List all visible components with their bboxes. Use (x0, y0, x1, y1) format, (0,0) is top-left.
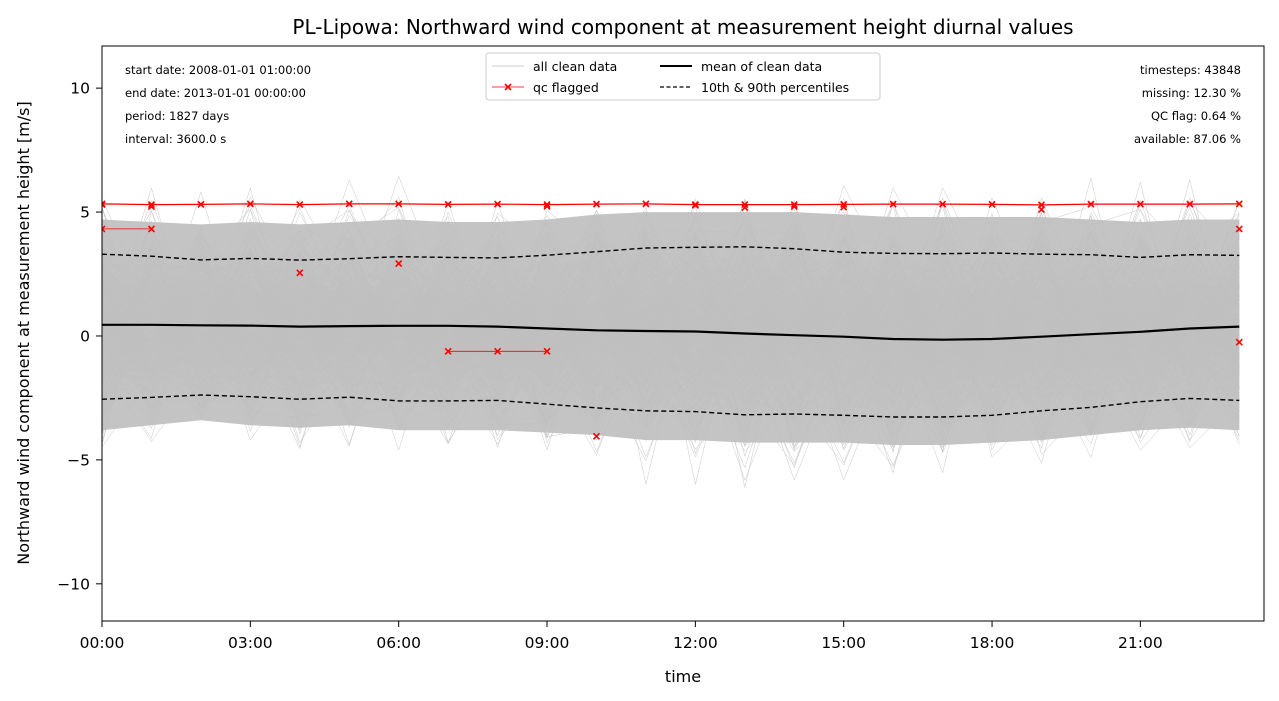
qc-marker (1235, 200, 1243, 208)
qc-marker (691, 201, 699, 209)
qc-marker (494, 347, 502, 355)
chart-title: PL-Lipowa: Northward wind component at m… (292, 15, 1073, 39)
y-axis-label: Northward wind component at measurement … (14, 101, 33, 564)
clean-data-core (102, 212, 1240, 445)
qc-top-line (102, 203, 1240, 206)
qc-marker (147, 225, 156, 233)
legend-label-clean: all clean data (533, 59, 617, 74)
qc-marker (988, 200, 996, 208)
y-axis: 10 5 0 −5 −10 (57, 80, 102, 593)
qc-marker (296, 269, 304, 277)
x-tick-label: 03:00 (228, 634, 273, 652)
qc-flagged-group (102, 200, 1243, 440)
y-tick-label: 0 (80, 327, 90, 345)
qc-marker (543, 201, 551, 209)
qc-marker (1235, 225, 1243, 233)
info-timesteps: timesteps: 43848 (1140, 63, 1241, 77)
qc-marker (1087, 200, 1095, 208)
qc-marker (1136, 200, 1144, 208)
y-tick-label: −5 (67, 451, 90, 469)
qc-marker (1037, 206, 1046, 214)
x-tick-label: 21:00 (1118, 634, 1163, 652)
qc-marker (395, 200, 403, 208)
legend-label-percentiles: 10th & 90th percentiles (701, 80, 849, 95)
info-box-right: timesteps: 43848 missing: 12.30 % QC fla… (1134, 63, 1241, 146)
qc-marker (939, 200, 947, 208)
legend-frame (485, 52, 881, 101)
qc-marker (642, 200, 650, 208)
qc-marker (543, 202, 551, 210)
percentile-90-line (102, 246, 1240, 261)
percentile-10-line (102, 394, 1240, 418)
mean-line-group (102, 323, 1240, 341)
qc-marker (395, 260, 403, 268)
qc-marker (444, 347, 452, 355)
info-available: available: 87.06 % (1134, 132, 1241, 146)
y-tick-label: 5 (80, 204, 90, 222)
x-tick-label: 12:00 (673, 634, 718, 652)
qc-marker (246, 200, 254, 208)
plot-frame (101, 45, 1265, 622)
qc-marker (147, 203, 156, 211)
qc-marker (1235, 338, 1243, 346)
mean-line (102, 323, 1240, 341)
y-tick-label: 10 (70, 80, 90, 98)
x-tick-label: 09:00 (525, 634, 570, 652)
x-axis: 00:00 03:00 06:00 09:00 12:00 15:00 18:00 21:00 (80, 621, 1163, 652)
qc-marker (444, 200, 452, 208)
x-tick-label: 15:00 (821, 634, 866, 652)
qc-marker (494, 200, 502, 208)
legend-swatch-qc-marker (504, 83, 512, 91)
qc-marker (790, 201, 798, 209)
y-tick-label: −10 (57, 575, 90, 593)
legend-label-qc: qc flagged (533, 80, 599, 95)
info-end-date: end date: 2013-01-01 00:00:00 (125, 86, 306, 100)
info-interval: interval: 3600.0 s (125, 132, 226, 146)
x-tick-label: 06:00 (376, 634, 421, 652)
qc-marker (543, 347, 551, 355)
qc-marker (1186, 200, 1194, 208)
qc-marker (345, 200, 353, 208)
x-tick-label: 00:00 (80, 634, 125, 652)
qc-marker (102, 225, 106, 233)
info-box-left: start date: 2008-01-01 01:00:00 end date… (125, 63, 311, 146)
qc-marker (790, 203, 798, 211)
info-period: period: 1827 days (125, 109, 229, 123)
qc-marker (741, 204, 749, 212)
x-axis-label: time (665, 667, 701, 686)
percentile-lines (102, 246, 1240, 418)
qc-marker (147, 201, 156, 209)
qc-marker (296, 201, 304, 209)
legend-label-mean: mean of clean data (701, 59, 822, 74)
info-qc-flag: QC flag: 0.64 % (1151, 109, 1241, 123)
plot-area (102, 175, 1243, 488)
clean-data-band (102, 175, 1240, 488)
qc-marker (197, 200, 205, 208)
qc-marker (840, 203, 848, 211)
qc-marker (592, 432, 601, 440)
legend: all clean data qc flagged mean of clean … (485, 52, 881, 101)
x-tick-label: 18:00 (970, 634, 1015, 652)
qc-marker (102, 201, 106, 209)
info-start-date: start date: 2008-01-01 01:00:00 (125, 63, 311, 77)
info-missing: missing: 12.30 % (1142, 86, 1241, 100)
qc-marker (889, 200, 897, 208)
qc-marker (592, 200, 601, 208)
qc-marker (840, 200, 848, 208)
